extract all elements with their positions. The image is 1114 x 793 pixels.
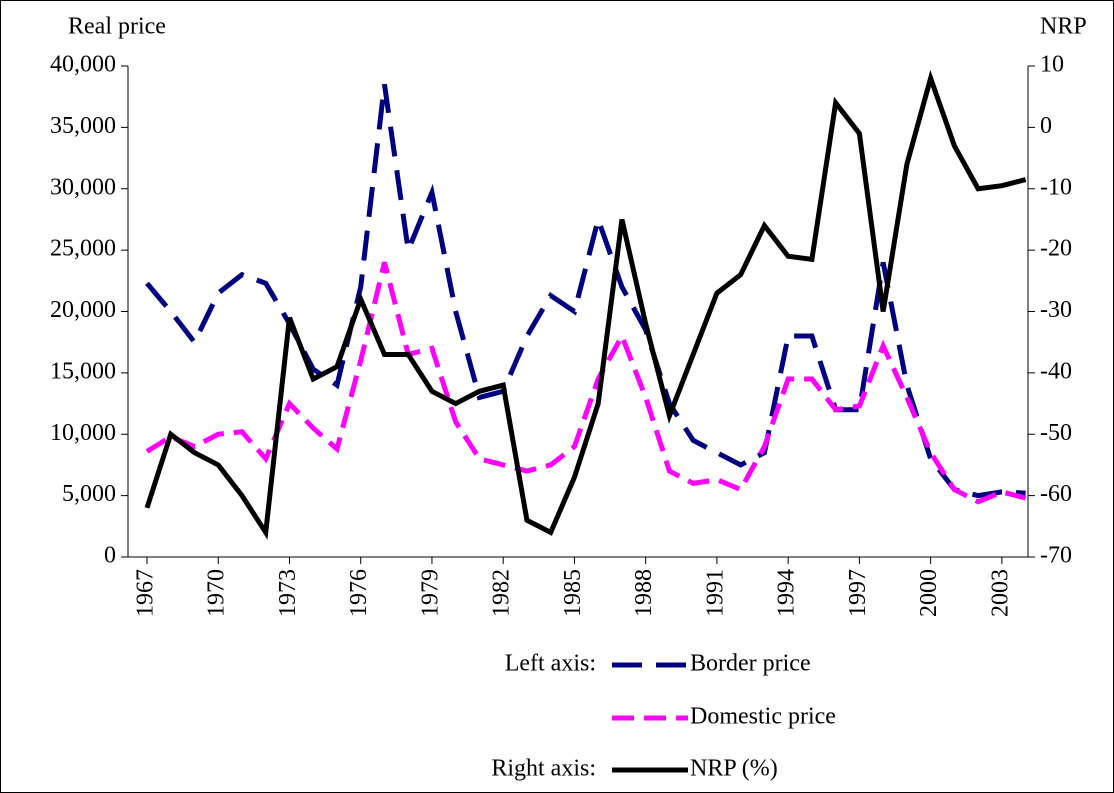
- x-tick-label: 1976: [346, 569, 372, 617]
- x-tick-label: 1979: [417, 569, 443, 617]
- series-line: [145, 261, 1027, 505]
- y2-tick-label: -50: [1040, 420, 1072, 446]
- y2-tick-label: -70: [1040, 543, 1072, 569]
- x-tick-label: 1997: [845, 569, 871, 617]
- x-tick-label: 1973: [275, 569, 301, 617]
- y2-tick-label: 0: [1040, 113, 1052, 139]
- series-line: [144, 69, 1027, 540]
- x-tick-label: 1982: [489, 569, 515, 617]
- x-tick-label: 1967: [132, 569, 158, 617]
- legend-label: Domestic price: [690, 704, 836, 730]
- y2-tick-label: 10: [1040, 52, 1064, 78]
- y-tick-label: 35,000: [50, 113, 116, 139]
- y-tick-label: 15,000: [50, 358, 116, 384]
- legend-label: NRP (%): [690, 756, 778, 782]
- y2-tick-label: -10: [1040, 174, 1072, 200]
- y2-tick-label: -30: [1040, 297, 1072, 323]
- x-tick-label: 1970: [204, 569, 230, 617]
- y2-tick-label: -40: [1040, 358, 1072, 384]
- y2-tick-label: -20: [1040, 236, 1072, 262]
- y-tick-label: 5,000: [62, 481, 116, 507]
- legend-label: Border price: [690, 651, 811, 677]
- x-tick-label: 2000: [916, 569, 942, 617]
- y2-axis-title: NRP: [1040, 14, 1087, 40]
- y-tick-label: 20,000: [50, 297, 116, 323]
- legend-group-label: Left axis:: [505, 651, 596, 677]
- y-tick-label: 0: [104, 543, 116, 569]
- y-tick-label: 25,000: [50, 236, 116, 262]
- y-axis-title: Real price: [68, 14, 166, 40]
- y2-tick-label: -60: [1040, 481, 1072, 507]
- x-tick-label: 1985: [560, 569, 586, 617]
- x-tick-label: 1994: [774, 569, 800, 617]
- x-tick-label: 2003: [987, 569, 1013, 617]
- x-tick-label: 1991: [702, 569, 728, 617]
- x-tick-label: 1988: [631, 569, 657, 617]
- legend-group-label: Right axis:: [491, 756, 596, 782]
- y-tick-label: 10,000: [50, 420, 116, 446]
- y-tick-label: 30,000: [50, 174, 116, 200]
- y-tick-label: 40,000: [50, 52, 116, 78]
